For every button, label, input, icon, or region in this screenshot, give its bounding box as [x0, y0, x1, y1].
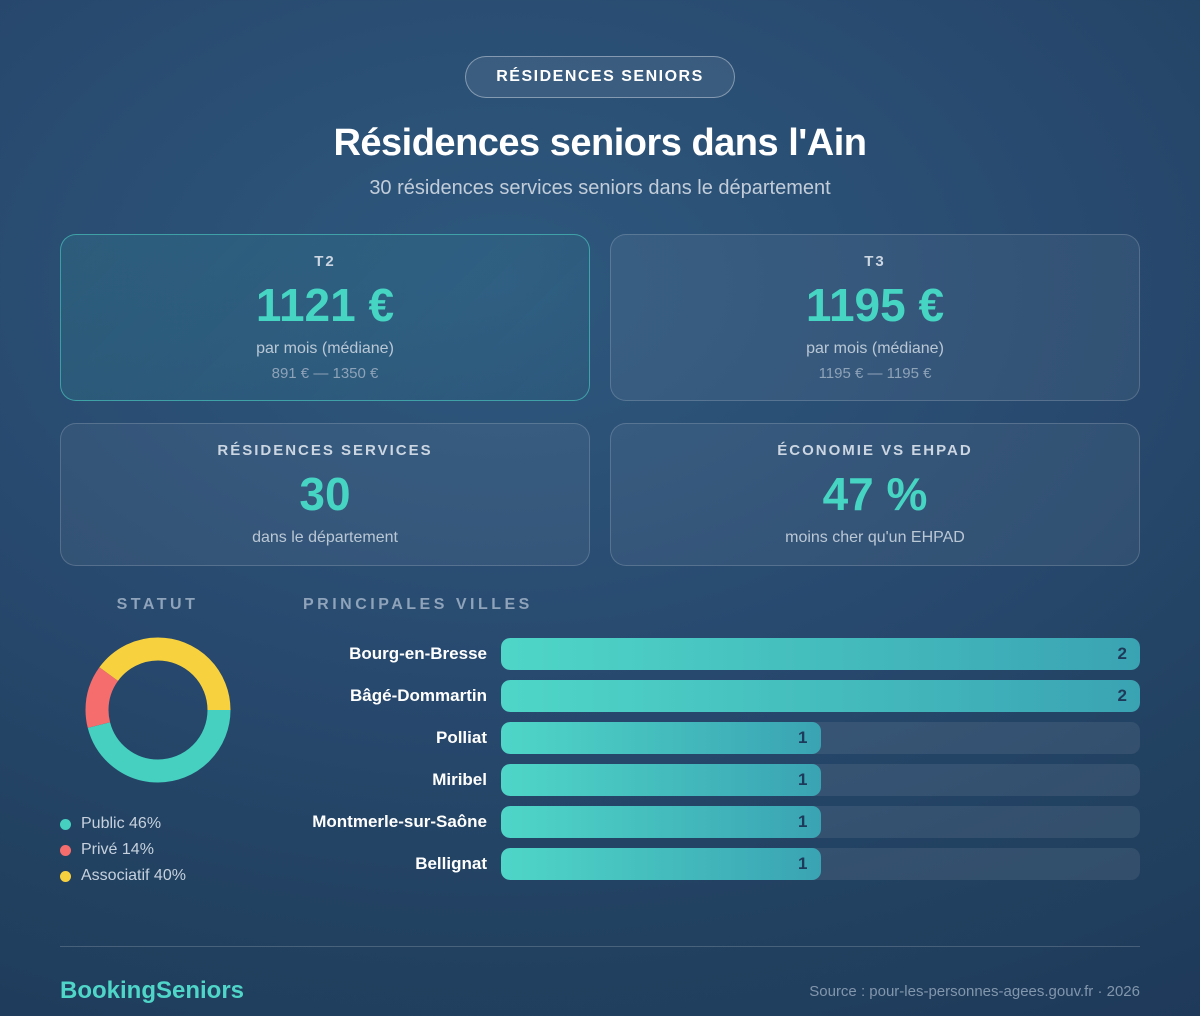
- bar-label: Miribel: [432, 770, 487, 789]
- villes-heading: PRINCIPALES VILLES: [303, 596, 533, 613]
- statut-chart-block: STATUT Public 46% Privé 14% Associatif 40%: [60, 596, 255, 890]
- bar-value: 1: [798, 854, 808, 873]
- stat-card-range: 1195 € — 1195 €: [818, 365, 932, 382]
- bar-fill: 1: [501, 806, 821, 838]
- stat-card-range: 891 € — 1350 €: [271, 365, 379, 382]
- villes-chart-block: PRINCIPALES VILLES Bourg-en-Bresse 2 Bâgé-…: [303, 596, 1140, 890]
- bar-fill: 2: [501, 638, 1140, 670]
- legend-label: Public 46%: [81, 815, 162, 832]
- bar-label: Bellignat: [415, 854, 487, 873]
- stat-card-label: ÉCONOMIE VS EHPAD: [777, 442, 973, 459]
- page-title: Résidences seniors dans l'Ain: [333, 122, 867, 164]
- stat-card-value: 1121 €: [255, 279, 395, 331]
- footer: BookingSeniors Source : pour-les-personn…: [60, 946, 1140, 1005]
- stat-card-subtext: par mois (médiane): [806, 340, 944, 357]
- legend-dot-icon: [60, 844, 71, 856]
- bar-fill: 1: [501, 764, 821, 796]
- stat-card-label: T2: [314, 253, 336, 270]
- bar-label: Montmerle-sur-Saône: [312, 812, 487, 831]
- bar-track: 1: [501, 848, 1140, 880]
- legend-label: Privé 14%: [81, 841, 154, 858]
- stat-card-label: T3: [864, 253, 886, 270]
- stat-card-value: 1195 €: [805, 279, 945, 331]
- statut-legend: Public 46% Privé 14% Associatif 40%: [60, 815, 255, 885]
- stat-card-subtext: dans le département: [252, 529, 398, 546]
- bar-fill: 1: [501, 722, 821, 754]
- stat-card-value: 47 %: [822, 468, 928, 520]
- bar-row: Polliat 1: [303, 722, 1140, 754]
- donut-svg: [85, 637, 230, 783]
- stat-card-subtext: par mois (médiane): [256, 340, 394, 357]
- stat-card-value: 30: [299, 468, 351, 520]
- legend-item: Privé 14%: [60, 841, 255, 859]
- bar-value: 2: [1117, 644, 1127, 663]
- bar-fill: 1: [501, 848, 821, 880]
- bar-value: 2: [1117, 686, 1127, 705]
- stat-cards: T2 1121 € par mois (médiane) 891 € — 135…: [60, 234, 1140, 566]
- bar-row: Bâgé-Dommartin 2: [303, 680, 1140, 712]
- stat-card-t3: T3 1195 € par mois (médiane) 1195 € — 11…: [610, 234, 1140, 401]
- bar-track: 1: [501, 806, 1140, 838]
- bar-track: 2: [501, 680, 1140, 712]
- stat-card-residences: RÉSIDENCES SERVICES 30 dans le départeme…: [60, 423, 590, 566]
- stat-card-subtext: moins cher qu'un EHPAD: [785, 529, 965, 546]
- bar-track: 1: [501, 722, 1140, 754]
- legend-item: Public 46%: [60, 815, 255, 833]
- stat-card-economie: ÉCONOMIE VS EHPAD 47 % moins cher qu'un …: [610, 423, 1140, 566]
- stat-card-t2: T2 1121 € par mois (médiane) 891 € — 135…: [60, 234, 590, 401]
- bar-value: 1: [798, 770, 808, 789]
- legend-item: Associatif 40%: [60, 867, 255, 885]
- source-attribution: Source : pour-les-personnes-agees.gouv.f…: [809, 982, 1140, 1000]
- bar-label: Bâgé-Dommartin: [350, 686, 487, 705]
- bar-row: Bellignat 1: [303, 848, 1140, 880]
- legend-label: Associatif 40%: [81, 867, 186, 884]
- page-subtitle: 30 résidences services seniors dans le d…: [369, 177, 831, 199]
- legend-dot-icon: [60, 870, 71, 882]
- bar-row: Montmerle-sur-Saône 1: [303, 806, 1140, 838]
- villes-bar-chart: Bourg-en-Bresse 2 Bâgé-Dommartin 2 Polliat 1 M…: [303, 638, 1140, 880]
- brand-logo: BookingSeniors: [60, 977, 245, 1004]
- bar-label: Bourg-en-Bresse: [349, 644, 487, 663]
- bar-fill: 2: [501, 680, 1140, 712]
- bar-row: Miribel 1: [303, 764, 1140, 796]
- infographic-root: RÉSIDENCES SENIORS Résidences seniors da…: [0, 56, 1200, 1005]
- donut-segment-associatif: [85, 637, 230, 783]
- donut-segment-privé: [85, 637, 230, 783]
- statut-donut-chart: [78, 630, 238, 795]
- bar-row: Bourg-en-Bresse 2: [303, 638, 1140, 670]
- bar-track: 1: [501, 764, 1140, 796]
- bar-value: 1: [798, 728, 808, 747]
- legend-dot-icon: [60, 818, 71, 830]
- statut-heading: STATUT: [116, 596, 199, 613]
- charts-section: STATUT Public 46% Privé 14% Associatif 40%…: [60, 596, 1140, 890]
- stat-card-label: RÉSIDENCES SERVICES: [217, 442, 433, 459]
- bar-label: Polliat: [435, 728, 487, 747]
- bar-track: 2: [501, 638, 1140, 670]
- bar-value: 1: [798, 812, 808, 831]
- category-badge: RÉSIDENCES SENIORS: [465, 56, 735, 98]
